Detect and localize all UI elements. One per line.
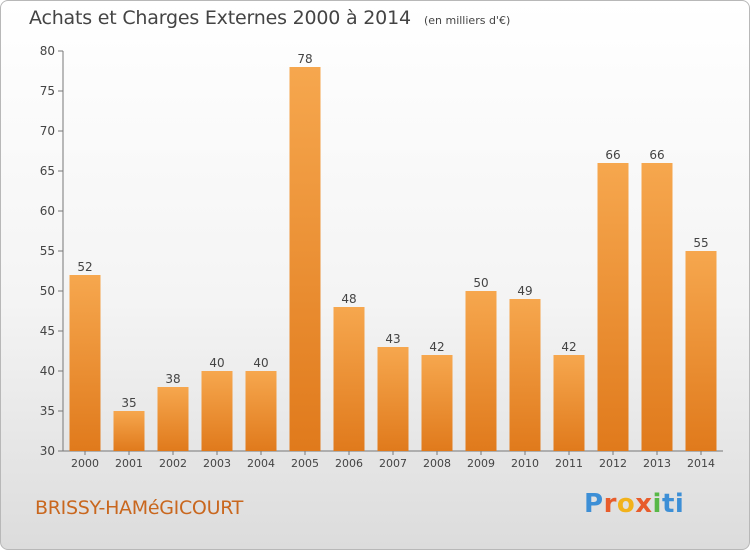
data-label: 38 [165, 372, 180, 386]
x-tick-label: 2001 [115, 457, 143, 470]
bar [245, 371, 277, 451]
bars [69, 67, 717, 451]
data-label: 52 [77, 260, 92, 274]
data-label: 42 [429, 340, 444, 354]
x-tick-label: 2003 [203, 457, 231, 470]
data-label: 42 [561, 340, 576, 354]
bar [157, 387, 189, 451]
title-row: Achats et Charges Externes 2000 à 2014 (… [29, 7, 510, 29]
logo-letter: t [661, 489, 675, 519]
data-label: 48 [341, 292, 356, 306]
data-label: 40 [209, 356, 224, 370]
data-label: 66 [605, 148, 620, 162]
x-tick-label: 2011 [555, 457, 583, 470]
y-tick-label: 30 [40, 444, 55, 458]
x-tick-label: 2012 [599, 457, 627, 470]
logo-letter: x [635, 489, 653, 519]
y-tick-label: 80 [40, 44, 55, 58]
y-tick-label: 55 [40, 244, 55, 258]
data-label: 66 [649, 148, 664, 162]
data-label: 40 [253, 356, 268, 370]
bar [641, 163, 673, 451]
x-tick-label: 2004 [247, 457, 275, 470]
bar [421, 355, 453, 451]
x-tick-label: 2014 [687, 457, 715, 470]
bar [333, 307, 365, 451]
y-tick-label: 65 [40, 164, 55, 178]
y-tick-label: 50 [40, 284, 55, 298]
x-tick-label: 2000 [71, 457, 99, 470]
x-tick-label: 2002 [159, 457, 187, 470]
bar [69, 275, 101, 451]
bar [377, 347, 409, 451]
data-label: 50 [473, 276, 488, 290]
bar [113, 411, 145, 451]
x-tick-label: 2005 [291, 457, 319, 470]
proxiti-logo[interactable]: Proxiti [584, 489, 684, 519]
data-label: 78 [297, 52, 312, 66]
y-tick-label: 40 [40, 364, 55, 378]
x-tick-label: 2009 [467, 457, 495, 470]
x-tick-label: 2007 [379, 457, 407, 470]
commune-name: BRISSY-HAMéGICOURT [35, 497, 244, 519]
chart-subtitle: (en milliers d'€) [423, 14, 511, 27]
y-tick-label: 45 [40, 324, 55, 338]
data-label: 55 [693, 236, 708, 250]
chart-title: Achats et Charges Externes 2000 à 2014 [29, 7, 411, 29]
data-label: 35 [121, 396, 136, 410]
x-tick-label: 2013 [643, 457, 671, 470]
x-tick-label: 2006 [335, 457, 363, 470]
bar [289, 67, 321, 451]
data-labels: 52 35 38 40 40 78 48 43 42 50 49 42 66 66 55 [77, 52, 708, 410]
x-tick-label: 2010 [511, 457, 539, 470]
y-tick-label: 35 [40, 404, 55, 418]
x-tick-label: 2008 [423, 457, 451, 470]
bar [553, 355, 585, 451]
bar [201, 371, 233, 451]
data-label: 49 [517, 284, 532, 298]
axes: 30 35 40 45 50 55 60 65 70 75 80 2000 2001 2002 2003 20… [40, 44, 723, 470]
y-tick-label: 75 [40, 84, 55, 98]
data-label: 43 [385, 332, 400, 346]
logo-letter: i [674, 489, 685, 519]
bar [509, 299, 541, 451]
logo-letter: o [616, 489, 636, 519]
logo-letter: i [652, 489, 662, 519]
bar [465, 291, 497, 451]
y-tick-label: 70 [40, 124, 55, 138]
logo-letter: r [603, 489, 617, 519]
logo-letter: P [584, 489, 604, 519]
y-tick-label: 60 [40, 204, 55, 218]
bar [685, 251, 717, 451]
bar [597, 163, 629, 451]
